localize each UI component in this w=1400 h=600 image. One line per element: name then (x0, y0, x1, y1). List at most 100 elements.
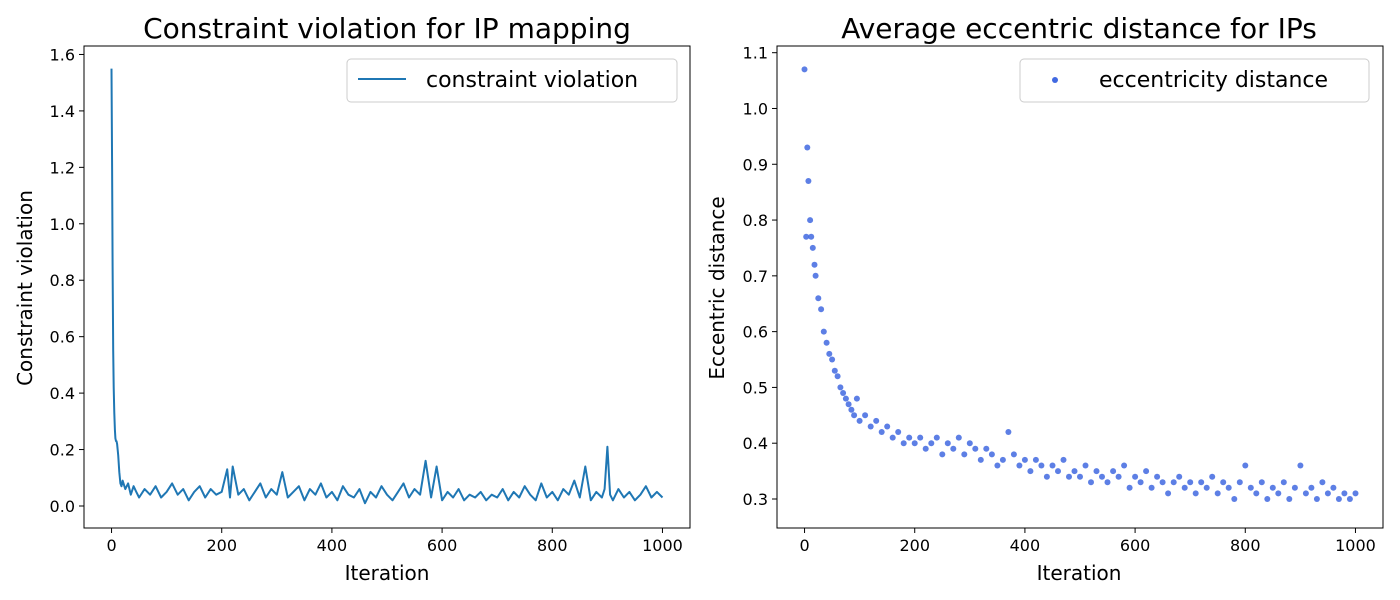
legend-label: eccentricity distance (1099, 68, 1328, 93)
scatter-point (1297, 462, 1304, 469)
scatter-point (1308, 484, 1315, 491)
scatter-point (1121, 462, 1128, 469)
scatter-point (1253, 490, 1260, 497)
scatter-point (1088, 479, 1094, 486)
scatter-point (815, 295, 822, 302)
y-tick-label: 0.4 (50, 384, 75, 403)
series-line (110, 68, 664, 505)
scatter-point (851, 412, 858, 419)
scatter-point (1280, 479, 1287, 486)
scatter-point (994, 462, 1001, 469)
scatter-point (1143, 468, 1150, 475)
scatter-point (1066, 473, 1072, 480)
scatter-point (1352, 490, 1359, 497)
scatter-point (823, 339, 830, 346)
scatter-point (1110, 468, 1117, 475)
scatter-point (862, 412, 869, 419)
scatter-point (1170, 479, 1177, 486)
scatter-point (1269, 484, 1276, 491)
scatter-point (811, 261, 818, 268)
axis-ticks: 0 200 400 600 800 1000 0.0 0.2 0.4 0.6 0.8 1.0 1.2 1.… (50, 45, 683, 555)
scatter-point (1077, 473, 1083, 480)
x-tick-label: 800 (537, 536, 568, 555)
scatter-point (1181, 484, 1188, 491)
scatter-point (826, 350, 833, 357)
x-tick-label: 200 (206, 536, 237, 555)
scatter-point (917, 434, 924, 441)
chart-title: Constraint violation for IP mapping (143, 12, 631, 45)
scatter-point (1126, 484, 1133, 491)
scatter-point (837, 384, 844, 391)
scatter-point (1071, 468, 1078, 475)
scatter-point (1132, 473, 1139, 480)
x-tick-label: 400 (317, 536, 348, 555)
scatter-point (1220, 479, 1227, 486)
y-tick-label: 0.6 (50, 328, 75, 347)
y-axis-label: Eccentric distance (705, 196, 729, 379)
scatter-point (928, 440, 935, 447)
scatter-point (889, 434, 896, 441)
scatter-point (808, 233, 815, 240)
scatter-point (803, 233, 810, 240)
scatter-point (1165, 490, 1172, 497)
scatter-point (867, 423, 874, 430)
scatter-point (878, 429, 885, 435)
scatter-point (1192, 490, 1199, 497)
scatter-point (1341, 490, 1348, 497)
y-tick-label: 0.9 (743, 155, 768, 174)
scatter-point (1319, 479, 1326, 486)
scatter-point (1291, 484, 1298, 491)
scatter-point (999, 456, 1006, 463)
scatter-point (848, 406, 855, 413)
scatter-point (950, 445, 957, 452)
scatter-point (1258, 479, 1265, 486)
scatter-point (807, 217, 814, 224)
scatter-point (853, 395, 860, 402)
x-tick-label: 1000 (1335, 536, 1376, 555)
y-tick-label: 1.1 (743, 44, 768, 63)
scatter-point (834, 373, 841, 380)
scatter-point (840, 390, 847, 396)
y-tick-label: 0.0 (50, 497, 75, 516)
y-tick-label: 1.0 (50, 215, 75, 234)
y-tick-label: 1.4 (50, 102, 75, 121)
scatter-point (1242, 462, 1249, 469)
x-tick-label: 400 (1010, 536, 1041, 555)
scatter-point (966, 440, 973, 447)
y-axis-label: Constraint violation (13, 190, 37, 386)
scatter-series-marks (801, 66, 1359, 502)
x-tick-label: 0 (799, 536, 809, 555)
scatter-point (1302, 490, 1309, 497)
plot-area-frame (83, 45, 691, 529)
axis-ticks: 0 200 400 600 800 1000 0.3 0.4 0.5 0.6 0.7 0.8 0.9 1.… (743, 44, 1376, 555)
y-tick-label: 0.5 (743, 378, 768, 397)
scatter-point (873, 417, 880, 424)
line-series-marks (110, 68, 664, 505)
y-tick-label: 1.0 (743, 99, 768, 118)
scatter-point (1159, 479, 1166, 486)
y-tick-label: 1.2 (50, 158, 75, 177)
scatter-point (1005, 429, 1012, 435)
scatter-point (1198, 479, 1205, 486)
scatter-point (842, 395, 849, 402)
scatter-point (1209, 473, 1216, 480)
scatter-point (1231, 496, 1238, 502)
scatter-point (1010, 451, 1017, 458)
scatter-point (1099, 473, 1105, 480)
scatter-point (1115, 473, 1122, 480)
legend-label: constraint violation (426, 68, 638, 93)
scatter-point (801, 66, 808, 73)
scatter-point (1027, 468, 1034, 475)
scatter-point (1137, 479, 1144, 486)
scatter-point (1093, 468, 1100, 475)
scatter-point (1154, 473, 1161, 480)
scatter-point (1043, 473, 1050, 480)
chart-title: Average eccentric distance for IPs (841, 12, 1317, 45)
y-tick-label: 0.8 (743, 211, 768, 230)
scatter-point (845, 401, 852, 408)
scatter-point (1346, 496, 1353, 502)
x-tick-label: 600 (427, 536, 458, 555)
plot-area-frame (776, 45, 1384, 529)
scatter-point (983, 445, 990, 452)
